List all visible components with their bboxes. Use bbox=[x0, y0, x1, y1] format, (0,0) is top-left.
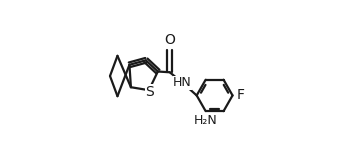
Text: O: O bbox=[164, 33, 175, 47]
Text: S: S bbox=[145, 85, 154, 99]
Text: HN: HN bbox=[173, 76, 192, 89]
Text: H₂N: H₂N bbox=[194, 114, 217, 127]
Text: F: F bbox=[237, 89, 245, 102]
